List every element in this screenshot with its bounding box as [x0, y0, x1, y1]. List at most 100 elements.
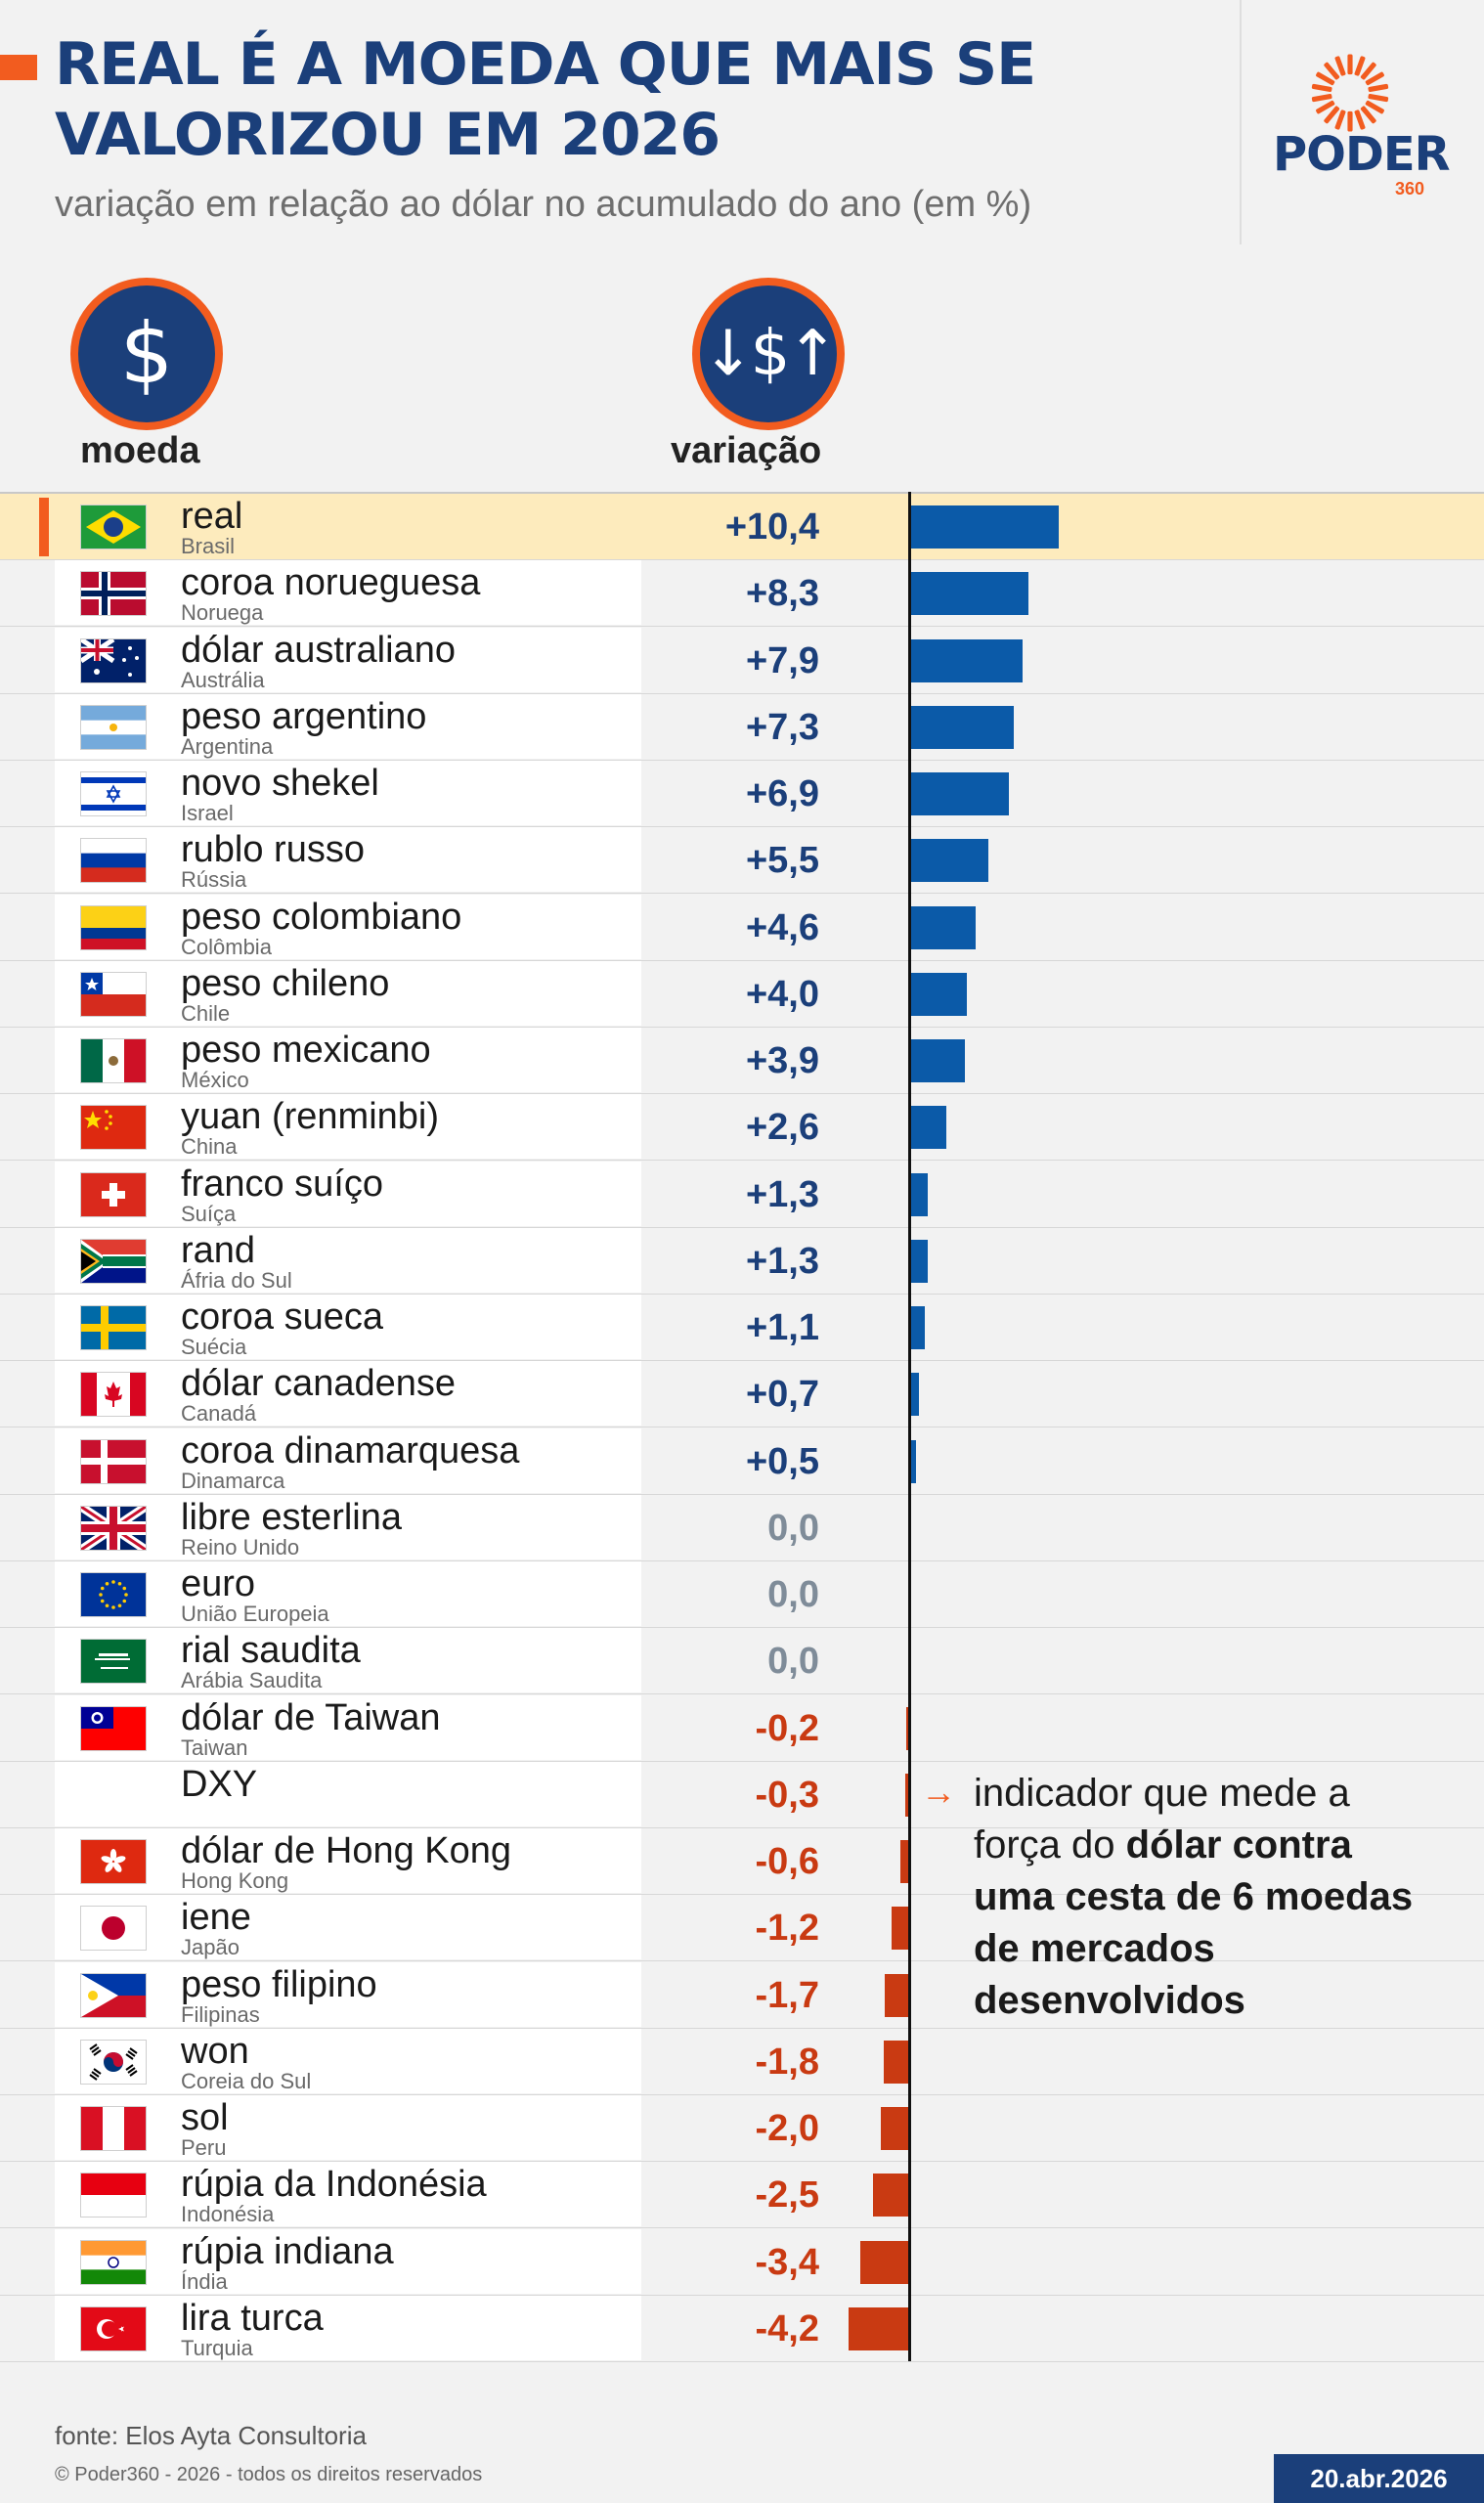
exchange-icon-glyph: ↓$↑ — [700, 285, 839, 422]
mexico-flag-icon — [81, 1039, 146, 1082]
table-row: peso colombiano Colômbia +4,6 — [0, 894, 1484, 961]
row-separator — [0, 692, 1484, 694]
table-row: rúpia da Indonésia Indonésia -2,5 — [0, 2162, 1484, 2229]
row-separator — [0, 2027, 1484, 2029]
bar-negative — [873, 2174, 909, 2218]
table-row: dólar canadense Canadá +0,7 — [0, 1361, 1484, 1428]
table-row: peso chileno Chile +4,0 — [0, 960, 1484, 1028]
russia-flag-icon — [81, 839, 146, 883]
bar-negative — [904, 1773, 909, 1817]
country-name: Taiwan — [181, 1735, 248, 1760]
currency-name: coroa dinamarquesa — [181, 1429, 520, 1471]
table-row: rublo russo Rússia +5,5 — [0, 827, 1484, 895]
currency-name: real — [181, 496, 243, 537]
bar-positive — [909, 839, 988, 883]
copyright-text: © Poder360 - 2026 - todos os direitos re… — [55, 2464, 483, 2485]
chile-flag-icon — [81, 972, 146, 1016]
name-cell-background — [55, 1561, 641, 1626]
country-name: Reino Unido — [181, 1534, 300, 1559]
row-separator — [0, 1493, 1484, 1495]
denmark-flag-icon — [81, 1439, 146, 1483]
table-row: real Brasil +10,4 — [0, 494, 1484, 560]
name-cell-background — [55, 894, 641, 959]
bar-positive — [909, 638, 1024, 682]
dollar-icon-glyph: $ — [78, 285, 215, 422]
table-row: won Coreia do Sul -1,8 — [0, 2028, 1484, 2095]
table-row: sol Peru -2,0 — [0, 2095, 1484, 2162]
row-separator — [0, 2093, 1484, 2095]
norway-flag-icon — [81, 572, 146, 616]
country-name: Canadá — [181, 1401, 257, 1427]
name-cell-background — [55, 1961, 641, 2027]
currency-name: iene — [181, 1897, 251, 1939]
name-cell-background — [55, 1028, 641, 1092]
data-label: -0,3 — [755, 1774, 819, 1816]
country-name: Índia — [181, 2268, 228, 2294]
bar-negative — [892, 1907, 909, 1951]
data-label: 0,0 — [767, 1641, 819, 1683]
row-separator — [0, 1559, 1484, 1561]
currency-name: won — [181, 2030, 249, 2072]
data-label: -1,7 — [755, 1974, 819, 2016]
currency-name: dólar australiano — [181, 629, 456, 671]
dollar-exchange-icon: ↓$↑ — [692, 278, 845, 430]
country-name: Austrália — [181, 667, 265, 692]
currency-name: coroa norueguesa — [181, 562, 481, 604]
chart-title: REAL É A MOEDA QUE MAIS SE VALORIZOU EM … — [55, 30, 1036, 169]
name-cell-background — [55, 1895, 641, 1960]
bar-negative — [883, 2040, 909, 2084]
table-row: DXY -0,3 — [0, 1761, 1484, 1828]
data-label: +0,7 — [745, 1374, 819, 1416]
row-separator — [0, 626, 1484, 628]
header-divider — [0, 492, 1484, 494]
chart-subtitle: variação em relação ao dólar no acumulad… — [55, 184, 1032, 225]
data-label: -3,4 — [755, 2241, 819, 2283]
name-cell-background — [55, 1828, 641, 1893]
currency-name: coroa sueca — [181, 1296, 384, 1338]
currency-name: peso filipino — [181, 1963, 377, 2005]
row-separator — [0, 1693, 1484, 1695]
israel-flag-icon — [81, 772, 146, 815]
currency-name: peso mexicano — [181, 1030, 431, 1071]
data-label: +1,3 — [745, 1173, 819, 1215]
dollar-icon: $ — [70, 278, 223, 430]
country-name: Israel — [181, 801, 234, 825]
data-label: +4,0 — [745, 973, 819, 1015]
row-separator — [0, 826, 1484, 827]
data-label: -2,0 — [755, 2108, 819, 2149]
name-cell-background — [55, 1094, 641, 1160]
table-row: coroa norueguesa Noruega +8,3 — [0, 560, 1484, 628]
data-label: +1,1 — [745, 1307, 819, 1348]
country-name: México — [181, 1068, 249, 1092]
hong-kong-flag-icon — [81, 1840, 146, 1883]
column-label-variation: variação — [671, 430, 822, 471]
name-cell-background — [55, 2228, 641, 2294]
name-cell-background — [55, 1694, 641, 1760]
india-flag-icon — [81, 2240, 146, 2284]
data-label: +5,5 — [745, 840, 819, 882]
country-name: Indonésia — [181, 2202, 275, 2227]
eu-flag-icon — [81, 1573, 146, 1616]
row-separator — [0, 959, 1484, 961]
country-name: Arábia Saudita — [181, 1668, 323, 1693]
table-row: rúpia indiana Índia -3,4 — [0, 2228, 1484, 2296]
country-name: Turquia — [181, 2335, 253, 2360]
indonesia-flag-icon — [81, 2174, 146, 2218]
name-cell-background — [55, 1628, 641, 1693]
currency-name: DXY — [181, 1763, 258, 1805]
row-separator — [0, 1026, 1484, 1028]
canada-flag-icon — [81, 1373, 146, 1417]
table-row: rial saudita Arábia Saudita 0,0 — [0, 1628, 1484, 1695]
note-arrow-icon: → — [921, 1772, 956, 1812]
row-separator — [0, 893, 1484, 895]
country-name: Argentina — [181, 733, 274, 759]
data-label: -4,2 — [755, 2307, 819, 2349]
name-cell-background — [55, 1494, 641, 1559]
country-name: Filipinas — [181, 2001, 260, 2027]
data-label: +7,9 — [745, 639, 819, 681]
bar-positive — [909, 1373, 920, 1417]
bar-positive — [909, 1039, 966, 1082]
table-row: dólar de Taiwan Taiwan -0,2 — [0, 1694, 1484, 1762]
row-separator — [0, 1293, 1484, 1295]
country-name: Suécia — [181, 1335, 247, 1359]
